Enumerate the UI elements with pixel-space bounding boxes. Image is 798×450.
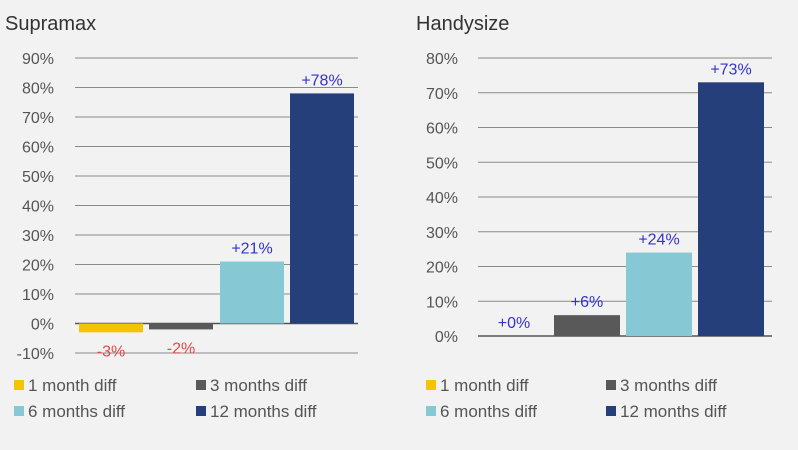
data-label: -3% (97, 343, 125, 360)
data-label: +78% (301, 72, 342, 89)
y-tick-label: 10% (22, 287, 54, 304)
y-tick-label: 60% (426, 121, 458, 138)
y-tick-label: 40% (22, 199, 54, 216)
y-tick-label: 0% (435, 329, 458, 346)
chart-supramax: Supramax -10% 0% 10% 20% 30% 40% 50% 60% 70% 80% 90… (5, 13, 358, 421)
y-tick-label: 60% (22, 140, 54, 157)
data-label: +6% (571, 294, 603, 311)
bar-1-month-diff (79, 323, 143, 333)
data-label: +24% (638, 232, 679, 249)
legend-swatch (606, 406, 616, 416)
legend-label: 1 month diff (440, 376, 529, 395)
y-tick-label: -10% (17, 346, 54, 363)
y-tick-label: 90% (22, 51, 54, 68)
chart-handysize: Handysize 0% 10% 20% 30% 40% 50% 60% 70% 80% +0% +6… (416, 13, 772, 421)
legend-swatch (426, 406, 436, 416)
y-tick-label: 0% (31, 317, 54, 334)
legend-label: 1 month diff (28, 376, 117, 395)
legend-swatch (14, 406, 24, 416)
data-label: +0% (498, 315, 530, 332)
legend-label: 3 months diff (210, 376, 307, 395)
data-label: -2% (167, 340, 195, 357)
y-tick-label: 40% (426, 190, 458, 207)
data-label: +73% (710, 61, 751, 78)
chart-title: Handysize (416, 13, 509, 35)
bar-3-months-diff (554, 315, 620, 336)
y-tick-label: 70% (22, 110, 54, 127)
legend-swatch (196, 380, 206, 390)
y-tick-label: 30% (22, 228, 54, 245)
bar-12-months-diff (290, 93, 354, 324)
bar-6-months-diff (626, 252, 692, 336)
legend-swatch (196, 406, 206, 416)
legend-label: 3 months diff (620, 376, 717, 395)
legend-label: 12 months diff (210, 402, 317, 421)
y-tick-label: 80% (22, 81, 54, 98)
bar-6-months-diff (220, 261, 284, 324)
y-tick-label: 70% (426, 86, 458, 103)
bar-12-months-diff (698, 82, 764, 336)
legend-swatch (426, 380, 436, 390)
bar-3-months-diff (149, 323, 213, 330)
legend-label: 12 months diff (620, 402, 727, 421)
legend-swatch (606, 380, 616, 390)
legend-label: 6 months diff (28, 402, 125, 421)
y-tick-label: 20% (426, 260, 458, 277)
y-tick-label: 50% (426, 155, 458, 172)
y-tick-label: 20% (22, 258, 54, 275)
y-tick-label: 10% (426, 294, 458, 311)
chart-title: Supramax (5, 13, 96, 35)
data-label: +21% (231, 241, 272, 258)
y-tick-label: 30% (426, 225, 458, 242)
y-tick-label: 80% (426, 51, 458, 68)
y-tick-label: 50% (22, 169, 54, 186)
legend-label: 6 months diff (440, 402, 537, 421)
legend-swatch (14, 380, 24, 390)
